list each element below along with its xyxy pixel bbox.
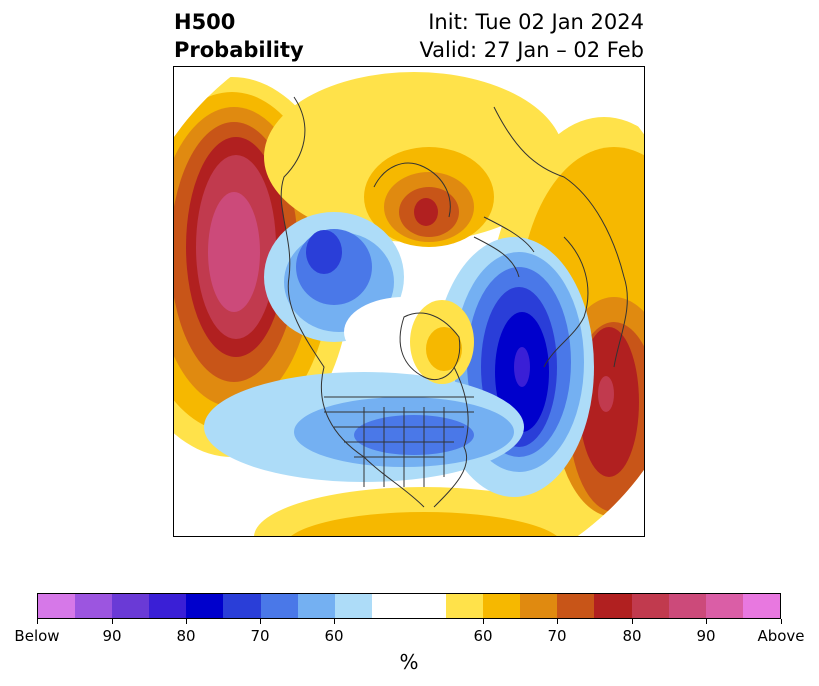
canada-below-3 bbox=[306, 230, 342, 274]
coastlines bbox=[280, 96, 628, 508]
probability-map bbox=[173, 66, 645, 537]
colorbar-tickmark bbox=[186, 619, 187, 624]
map-svg bbox=[174, 67, 644, 536]
colorbar-tickmark bbox=[483, 619, 484, 624]
colorbar-below-seg-5 bbox=[223, 594, 261, 618]
colorbar-tick-label: 60 bbox=[324, 627, 344, 645]
colorbar-above-seg-1 bbox=[483, 594, 521, 618]
colorbar-above-seg-3 bbox=[557, 594, 595, 618]
chart-title-left: H500 Probability bbox=[174, 8, 304, 64]
south-above-0 bbox=[254, 487, 594, 536]
south-above-1 bbox=[284, 512, 564, 536]
anomaly-fields bbox=[174, 72, 644, 536]
title-type: Probability bbox=[174, 38, 304, 62]
colorbar bbox=[37, 593, 781, 619]
colorbar-tickmark bbox=[260, 619, 261, 624]
colorbar-tickmark bbox=[334, 619, 335, 624]
colorbar-label: % bbox=[399, 650, 419, 674]
colorbar-tick-label: Above bbox=[757, 627, 805, 645]
colorbar-below-seg-0 bbox=[38, 594, 76, 618]
init-date: Init: Tue 02 Jan 2024 bbox=[428, 10, 644, 34]
colorbar-tick-label: Below bbox=[14, 627, 60, 645]
colorbar-above-seg-2 bbox=[520, 594, 558, 618]
pacific-above-6 bbox=[208, 192, 260, 312]
east-above-5 bbox=[598, 376, 614, 412]
colorbar-tickmark bbox=[632, 619, 633, 624]
colorbar-tick-label: 90 bbox=[696, 627, 716, 645]
colorbar-tick-label: 60 bbox=[473, 627, 493, 645]
colorbar-tick-label: 90 bbox=[102, 627, 122, 645]
colorbar-tickmark bbox=[557, 619, 558, 624]
colorbar-above-seg-7 bbox=[705, 594, 743, 618]
colorbar-tick-label: 70 bbox=[547, 627, 567, 645]
colorbar-tickmark bbox=[112, 619, 113, 624]
arctic-above-4 bbox=[414, 198, 438, 226]
colorbar-tickmark bbox=[706, 619, 707, 624]
greenland-above-1 bbox=[426, 327, 462, 371]
colorbar-tick-label: 70 bbox=[250, 627, 270, 645]
us-below-2 bbox=[354, 415, 474, 455]
colorbar-tick-label: 80 bbox=[176, 627, 196, 645]
colorbar-below-seg-2 bbox=[112, 594, 150, 618]
colorbar-below-seg-1 bbox=[75, 594, 113, 618]
colorbar-tick-label: 80 bbox=[622, 627, 642, 645]
colorbar-above-seg-8 bbox=[742, 594, 780, 618]
colorbar-above-seg-6 bbox=[668, 594, 706, 618]
chart-title-right: Init: Tue 02 Jan 2024 Valid: 27 Jan – 02… bbox=[419, 8, 644, 64]
colorbar-above-seg-5 bbox=[631, 594, 669, 618]
colorbar-below-seg-3 bbox=[149, 594, 187, 618]
colorbar-below-seg-7 bbox=[297, 594, 335, 618]
colorbar-neutral-seg bbox=[371, 594, 447, 618]
colorbar-tickmark bbox=[37, 619, 38, 624]
colorbar-above-seg-0 bbox=[446, 594, 484, 618]
atlantic-below-5 bbox=[514, 347, 530, 387]
colorbar-above-seg-4 bbox=[594, 594, 632, 618]
title-variable: H500 bbox=[174, 10, 236, 34]
colorbar-tickmark bbox=[781, 619, 782, 624]
colorbar-below-seg-4 bbox=[186, 594, 224, 618]
colorbar-below-seg-6 bbox=[260, 594, 298, 618]
valid-range: Valid: 27 Jan – 02 Feb bbox=[419, 38, 644, 62]
colorbar-below-seg-8 bbox=[334, 594, 372, 618]
